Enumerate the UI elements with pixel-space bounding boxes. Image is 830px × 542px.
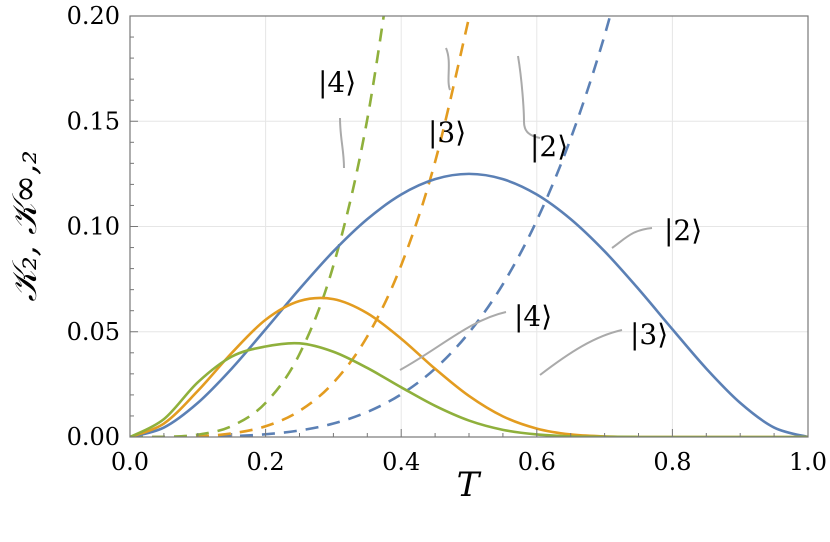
x-tick-label: 0.2 [247,448,285,476]
y-tick-label: 0.15 [67,107,120,135]
x-tick-label: 0.8 [653,448,691,476]
callout-line-3 [611,227,653,249]
x-axis-title: T [457,465,482,505]
annotation-dashed-4: |4⟩ [318,66,356,99]
y-axis-title: 𝒦₂, 𝒦∞,₂ [5,150,45,301]
series-solid-0 [130,172,808,437]
callout-line-5 [539,329,623,376]
x-tick-label: 0.4 [382,448,420,476]
x-tick-label: 0.0 [111,448,149,476]
series-solid-2 [130,341,808,437]
series-dashed-5 [130,16,386,437]
y-tick-label: 0.00 [67,423,120,451]
callout-line-2 [517,55,541,139]
y-tick-label: 0.10 [67,213,120,241]
y-tick-label: 0.20 [67,2,120,30]
y-tick-label: 0.05 [67,318,120,346]
callout-line-4 [399,311,507,371]
annotation-solid-2: |2⟩ [664,214,702,247]
series-solid-1 [130,296,808,437]
grid [130,16,808,437]
x-tick-label: 1.0 [789,448,827,476]
ticks: 0.0 0.2 0.4 0.6 0.8 1.0 0.00 0.05 0.10 0.15 0.20 [67,2,828,476]
callouts [339,47,653,376]
callout-line-1 [445,47,451,91]
x-tick-label: 0.6 [518,448,556,476]
annotation-solid-3: |3⟩ [630,318,668,351]
callout-line-0 [339,117,345,169]
annotation-dashed-3: |3⟩ [428,116,466,149]
annotation-solid-4: |4⟩ [514,300,552,333]
annotation-dashed-2: |2⟩ [530,130,568,163]
